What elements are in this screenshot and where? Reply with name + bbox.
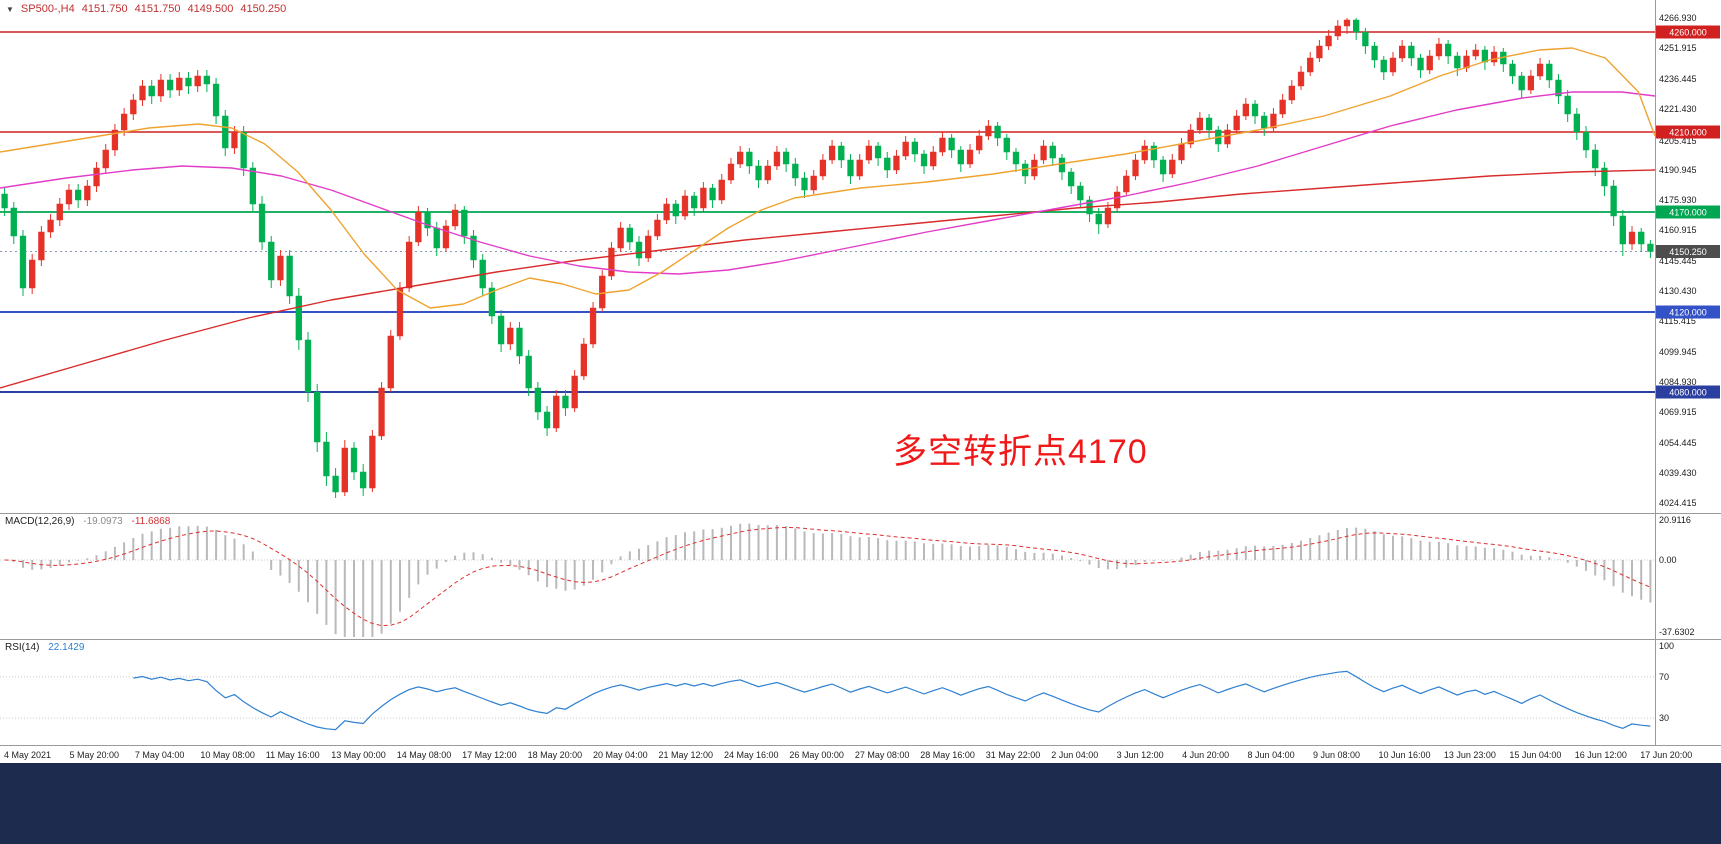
rsi-axis-tick: 70 <box>1659 672 1669 682</box>
price-badge-4210.000: 4210.000 <box>1656 125 1720 139</box>
macd-histogram <box>12 523 1652 637</box>
price-axis-tick: 4175.930 <box>1659 195 1697 205</box>
time-axis-label: 10 Jun 16:00 <box>1378 750 1430 760</box>
macd-axis-tick: -37.6302 <box>1659 627 1695 637</box>
time-axis-label: 11 May 16:00 <box>266 750 320 760</box>
time-axis-label: 17 May 12:00 <box>462 750 517 760</box>
rsi-value: 22.1429 <box>48 642 85 653</box>
price-axis[interactable]: 4266.930 4251.915 4236.445 4221.430 4205.415… <box>1659 13 1697 508</box>
macd-value-main: -19.0973 <box>83 516 123 527</box>
time-axis-label: 10 May 08:00 <box>200 750 255 760</box>
macd-axis-tick: 20.9116 <box>1659 515 1691 525</box>
time-axis-label: 17 Jun 20:00 <box>1640 750 1692 760</box>
price-badge-4170.000: 4170.000 <box>1656 205 1720 219</box>
ohlc-high: 4151.750 <box>134 3 181 15</box>
price-badge-4080.000: 4080.000 <box>1656 385 1720 399</box>
time-axis-label: 9 Jun 08:00 <box>1313 750 1360 760</box>
time-axis-label: 8 Jun 04:00 <box>1248 750 1295 760</box>
svg-text:4120.000: 4120.000 <box>1669 308 1707 318</box>
rsi-indicator-label: RSI(14) 22.1429 <box>5 642 84 653</box>
ohlc-open: 4151.750 <box>81 3 128 15</box>
price-axis-tick: 4039.430 <box>1659 468 1697 478</box>
price-axis-tick: 4160.915 <box>1659 225 1697 235</box>
price-axis-tick: 4236.445 <box>1659 74 1697 84</box>
svg-text:4080.000: 4080.000 <box>1669 388 1707 398</box>
candlestick-series <box>1 18 1654 498</box>
ma-mid-magenta <box>0 91 1656 275</box>
time-axis-label: 14 May 08:00 <box>397 750 452 760</box>
svg-text:4150.250: 4150.250 <box>1669 247 1707 257</box>
price-axis-tick: 4024.415 <box>1659 498 1697 508</box>
time-axis-label: 24 May 16:00 <box>724 750 779 760</box>
rsi-axis-tick: 100 <box>1659 641 1674 651</box>
svg-text:4170.000: 4170.000 <box>1669 208 1707 218</box>
price-badge-4120.000: 4120.000 <box>1656 305 1720 319</box>
time-axis-label: 13 Jun 23:00 <box>1444 750 1496 760</box>
rsi-line <box>133 670 1651 731</box>
time-axis-label: 20 May 04:00 <box>593 750 648 760</box>
price-axis-tick: 4190.945 <box>1659 165 1697 175</box>
price-axis-tick: 4115.415 <box>1659 316 1696 326</box>
ma-fast-orange <box>0 47 1656 309</box>
time-axis-label: 3 Jun 12:00 <box>1117 750 1164 760</box>
bottom-taskbar <box>0 763 1721 844</box>
time-axis-label: 4 May 2021 <box>4 750 51 760</box>
time-axis-label: 13 May 00:00 <box>331 750 386 760</box>
time-axis-label: 26 May 00:00 <box>789 750 844 760</box>
time-axis-label: 5 May 20:00 <box>69 750 119 760</box>
time-axis-label: 4 Jun 20:00 <box>1182 750 1229 760</box>
symbol-dropdown-icon[interactable]: ▼ <box>6 4 14 14</box>
svg-text:4260.000: 4260.000 <box>1669 28 1707 38</box>
symbol-ohlc-bar: ▼ SP500-,H4 4151.750 4151.750 4149.500 4… <box>6 3 286 15</box>
price-axis-tick: 4099.945 <box>1659 347 1697 357</box>
time-axis-label: 31 May 22:00 <box>986 750 1041 760</box>
price-axis-tick: 4130.430 <box>1659 286 1697 296</box>
svg-text:4210.000: 4210.000 <box>1669 128 1707 138</box>
rsi-name: RSI(14) <box>5 642 40 653</box>
ohlc-low: 4149.500 <box>187 3 234 15</box>
time-axis-label: 7 May 04:00 <box>135 750 185 760</box>
price-axis-tick: 4205.415 <box>1659 136 1697 146</box>
price-badge-4260.000: 4260.000 <box>1656 25 1720 39</box>
ma-slow-red <box>0 169 1656 389</box>
time-axis-label: 27 May 08:00 <box>855 750 910 760</box>
time-axis-label: 21 May 12:00 <box>659 750 714 760</box>
time-axis-label: 15 Jun 04:00 <box>1509 750 1561 760</box>
macd-value-signal: -11.6868 <box>131 516 171 527</box>
price-axis-tick: 4251.915 <box>1659 43 1697 53</box>
price-axis-tick: 4069.915 <box>1659 407 1697 417</box>
time-axis-label: 16 Jun 12:00 <box>1575 750 1627 760</box>
macd-name: MACD(12,26,9) <box>5 516 75 527</box>
time-axis-label: 2 Jun 04:00 <box>1051 750 1098 760</box>
ohlc-close: 4150.250 <box>240 3 287 15</box>
time-axis-label: 28 May 16:00 <box>920 750 975 760</box>
time-axis-label: 18 May 20:00 <box>528 750 583 760</box>
symbol-name: SP500-,H4 <box>20 3 75 15</box>
price-axis-tick: 4084.930 <box>1659 377 1697 387</box>
price-axis-tick: 4266.930 <box>1659 13 1697 23</box>
time-axis[interactable]: 4 May 2021 5 May 20:00 7 May 04:00 10 May 0… <box>4 750 1692 760</box>
price-axis-tick: 4221.430 <box>1659 104 1697 114</box>
macd-axis-tick: 0.00 <box>1659 555 1677 565</box>
chart-annotation: 多空转折点4170 <box>893 433 1148 471</box>
macd-signal-line <box>4 526 1651 627</box>
current-price-badge: 4150.250 <box>1656 245 1720 258</box>
price-axis-tick: 4145.445 <box>1659 256 1697 266</box>
price-axis-tick: 4054.445 <box>1659 438 1697 448</box>
macd-indicator-label: MACD(12,26,9) -19.0973 -11.6868 <box>5 516 170 527</box>
rsi-axis-tick: 30 <box>1659 713 1669 723</box>
